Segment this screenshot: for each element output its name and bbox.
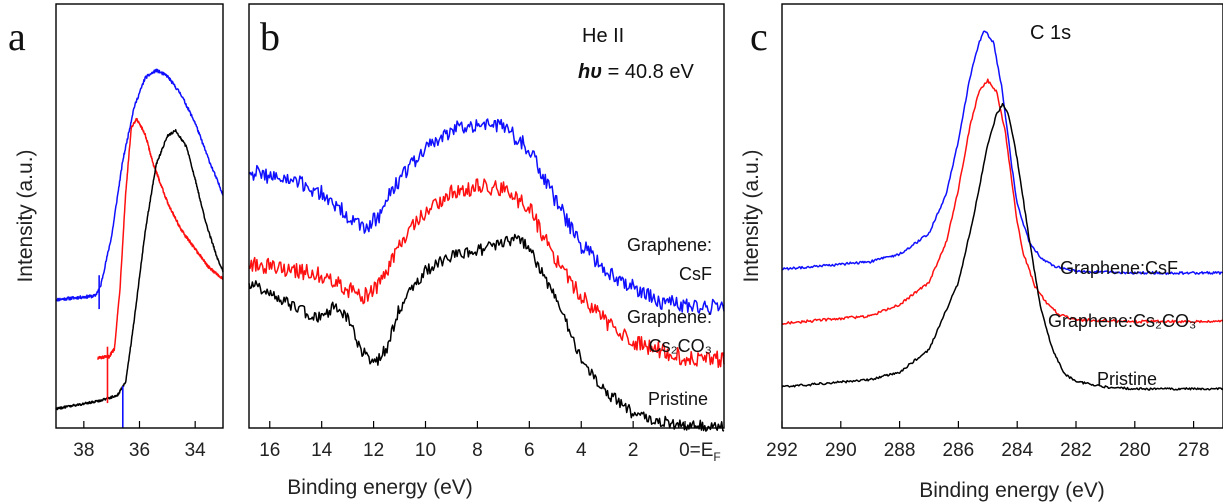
panel-a-markers — [98, 275, 124, 428]
x-tick-label-b-7: 2 — [628, 440, 639, 461]
x-tick-label-b-2: 12 — [363, 440, 384, 461]
panel-b-curves — [248, 118, 725, 432]
x-tick-label-c-6: 280 — [1119, 440, 1151, 461]
series-label-cs2co3-line2: Cs₂CO₃ — [649, 336, 712, 356]
x-tick-label-b-3: 10 — [415, 440, 436, 461]
panel-a-x-ticks: 38 36 34 — [73, 421, 206, 461]
panel-a-frame — [55, 3, 224, 429]
panel-b-frame — [248, 3, 725, 429]
panel-b-x-axis-label: Binding energy (eV) — [287, 476, 473, 499]
series-line-c-red — [781, 78, 1223, 325]
x-tick-label-c-1: 290 — [825, 440, 857, 461]
panel-a-letter: a — [8, 14, 26, 59]
series-line-c-black — [781, 102, 1223, 391]
x-tick-label-c-5: 282 — [1060, 440, 1092, 461]
panel-c-series-label-cs2co3: Graphene:Cs₂CO₃ — [1048, 311, 1196, 331]
x-tick-label-a-1: 36 — [129, 440, 150, 461]
panel-c-x-ticks: 292 290 288 286 284 282 280 278 — [766, 421, 1209, 461]
x-tick-label-b-1: 14 — [311, 440, 333, 461]
x-tick-label-a-2: 34 — [185, 440, 207, 461]
panel-b-letter: b — [260, 14, 280, 59]
x-tick-label-a-0: 38 — [73, 440, 94, 461]
x-tick-label-c-3: 286 — [943, 440, 975, 461]
series-line-c-blue — [782, 30, 1223, 276]
panel-b-x-ticks: 16 14 12 10 8 6 4 2 0=EF — [259, 421, 721, 464]
x-tick-label-b-0: 16 — [259, 440, 280, 461]
panel-b-series-label-csf: Graphene: CsF — [627, 235, 712, 284]
panel-c-y-axis-label: Intensity (a.u.) — [740, 149, 763, 282]
panel-c-letter: c — [750, 14, 768, 59]
series-line-b-red — [248, 178, 725, 369]
panel-c-series-label-csf: Graphene:CsF — [1060, 258, 1178, 278]
x-tick-label-c-7: 278 — [1178, 440, 1210, 461]
panel-b: 16 14 12 10 8 6 4 2 0=EF b He II hυ = 40.8 eV Gr… — [248, 3, 725, 499]
x-tick-label-b-8: 0=EF — [679, 440, 721, 464]
panel-c-curves — [781, 30, 1223, 391]
series-label-csf-line2: CsF — [679, 264, 712, 284]
series-line-b-blue — [248, 118, 725, 315]
series-line-a-black — [55, 128, 224, 411]
series-label-csf-line1: Graphene: — [627, 235, 712, 255]
series-line-a-blue — [55, 68, 224, 302]
series-label-cs2co3-line1: Graphene: — [627, 307, 712, 327]
series-line-a-red — [97, 117, 224, 360]
series-line-b-black — [248, 233, 725, 432]
x-tick-label-b-5: 6 — [524, 440, 535, 461]
x-tick-label-c-4: 284 — [1001, 440, 1033, 461]
panel-b-series-label-cs2co3: Graphene: Cs₂CO₃ — [627, 307, 712, 356]
panel-b-annotation-source: He II — [582, 25, 624, 47]
panel-c-series-label-pristine: Pristine — [1097, 369, 1157, 389]
panel-a-curves — [55, 68, 224, 411]
photon-energy-value: = 40.8 eV — [602, 61, 694, 83]
panel-c-frame — [781, 3, 1223, 429]
x-tick-label-b-4: 8 — [472, 440, 483, 461]
panel-a: 38 36 34 a Intensity (a.u.) — [8, 3, 224, 461]
panel-c-x-axis-label: Binding energy (eV) — [919, 479, 1105, 502]
panel-c: 292 290 288 286 284 282 280 278 c C 1s Graphene… — [740, 3, 1223, 502]
x-tick-label-c-0: 292 — [766, 440, 798, 461]
panel-b-annotation-photon-energy: hυ = 40.8 eV — [578, 61, 694, 83]
x-tick-label-c-2: 288 — [884, 440, 916, 461]
panel-b-series-label-pristine: Pristine — [648, 389, 708, 409]
panel-c-annotation: C 1s — [1030, 22, 1071, 44]
photon-energy-symbol: hυ — [578, 61, 602, 83]
panel-a-y-axis-label: Intensity (a.u.) — [14, 149, 37, 282]
x-tick-label-b-6: 4 — [576, 440, 587, 461]
